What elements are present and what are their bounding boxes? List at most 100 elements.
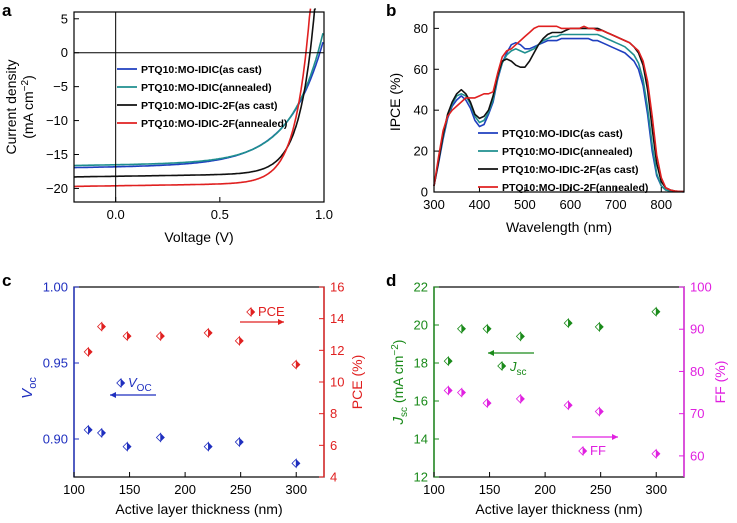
panel-d-ff-point-7-left-half: [656, 449, 661, 458]
panel-b-ytick-label: 20: [414, 144, 428, 159]
panel-c-voc-point-5-right-half: [203, 441, 209, 452]
panel-c-voc-point-2-right-half: [97, 427, 103, 439]
panel-d-jsc-point-3-left-half: [487, 324, 492, 333]
panel-a-ytick-label: 0: [61, 45, 68, 60]
panel-d-ff-point-5-right-half: [563, 400, 569, 411]
panel-b-ytick-label: 0: [421, 185, 428, 200]
panel-d-ytick-left-label: 22: [414, 280, 428, 295]
panel-c-ytick-left-label: 1.00: [43, 280, 68, 295]
panel-d-xlabel: Active layer thickness (nm): [475, 501, 642, 517]
panel-d-jsc-annotation: Jsc: [488, 350, 534, 378]
panel-d-ytick-right-label: 100: [690, 280, 712, 295]
panel-d-ff-legend-marker-left-half: [583, 446, 588, 456]
panel-b-xtick-label: 400: [469, 197, 491, 212]
panel-c-pce-point-7-right-half: [291, 359, 297, 370]
panel-b-xtick-label: 600: [560, 197, 582, 212]
panel-d-jsc-point-5-right-half: [563, 317, 569, 329]
panel-a-ylabel-line1: Current density: [3, 60, 19, 155]
panel-d-ff-point-3-right-half: [482, 397, 488, 409]
panel-c-pce-point-3-left-half: [127, 331, 132, 341]
panel-c-ytick-right-label: 4: [330, 470, 337, 485]
panel-b-series-1: [433, 37, 685, 193]
panel-c-xtick-label: 100: [63, 482, 85, 497]
panel-d-ff-arrowhead: [612, 434, 618, 440]
panel-c-ytick-left-label: 0.95: [43, 356, 68, 371]
panel-c-voc-point-2-left-half: [101, 428, 106, 438]
panel-d-ytick-right-label: 60: [690, 448, 704, 463]
panel-d-jsc-label: Jsc: [509, 359, 527, 378]
panel-c-voc-point-5-left-half: [208, 442, 213, 451]
panel-b-legend-label-4: PTQ10:MO-IDIC-2F(annealed): [502, 182, 648, 194]
panel-c-voc-label: VOC: [128, 375, 152, 394]
panel-d-ff-point-3-left-half: [487, 398, 492, 408]
panel-d-jsc-point-4-right-half: [515, 331, 522, 342]
panel-d-ytick-right-label: 70: [690, 406, 704, 421]
panel-label-b: b: [386, 1, 396, 20]
panel-d-ytick-left-label: 16: [414, 394, 428, 409]
panel-d-jsc-point-1-right-half: [443, 355, 449, 367]
panel-d-jsc-legend-marker-left-half: [502, 361, 507, 371]
panel-c-pce-point-5-left-half: [208, 328, 213, 338]
panel-b-ytick-label: 40: [414, 103, 428, 118]
panel-c-voc-legend-marker-left-half: [121, 378, 126, 388]
panel-d-ff-point-4-left-half: [520, 394, 525, 404]
panel-a-ytick-label: 5: [61, 11, 68, 26]
panel-d-ff-label: FF: [590, 443, 606, 458]
panel-c-pce-point-3-right-half: [122, 330, 128, 342]
panel-b-xtick-label: 300: [423, 197, 445, 212]
panel-a-ytick-label: −20: [46, 181, 68, 196]
panel-c-voc-legend-marker-right-half: [116, 377, 122, 389]
panel-c-xtick-label: 300: [285, 482, 307, 497]
panel-d-ytick-left-label: 20: [414, 318, 428, 333]
panel-c-pce-legend-marker-left-half: [251, 307, 256, 317]
panel-b-xlabel: Wavelength (nm): [506, 219, 612, 235]
panel-d-ff-legend-marker-right-half: [578, 445, 584, 457]
panel-d-jsc-point-7-right-half: [651, 306, 657, 317]
panel-a-legend-label-3: PTQ10:MO-IDIC-2F(as cast): [141, 100, 278, 112]
panel-c-xtick-label: 150: [119, 482, 141, 497]
panel-d-jsc-point-2-left-half: [461, 324, 466, 333]
panel-a-ytick-label: −10: [46, 113, 68, 128]
panel-a-jv-curves: 0.0 0.5 1.0 5 0 −5 −10 −15 −20 Voltage (V) Curre…: [3, 7, 333, 245]
panel-c-ytick-left-label: 0.90: [43, 432, 68, 447]
panel-c-frame: [73, 286, 325, 478]
panel-d-ff-point-4-right-half: [515, 393, 522, 405]
panel-b-series-4: [433, 25, 685, 193]
panel-b-legend-label-3: PTQ10:MO-IDIC-2F(as cast): [502, 164, 639, 176]
panel-label-a: a: [2, 1, 12, 20]
panel-d-ylabel-left: Jsc (mA cm−2): [390, 340, 410, 426]
panel-c-pce-point-7-left-half: [296, 360, 301, 369]
panel-d-jsc-point-5-left-half: [568, 318, 573, 328]
panel-b-legend-label-2: PTQ10:MO-IDIC(annealed): [502, 146, 633, 158]
panel-c-ylabel-right: PCE (%): [349, 355, 365, 409]
panel-a-ytick-label: −5: [53, 79, 68, 94]
panel-label-d: d: [386, 271, 396, 290]
panel-c-pce-annotation: PCE: [240, 304, 285, 325]
panel-a-xtick-label: 0.0: [107, 207, 125, 222]
panel-c-ytick-right-label: 8: [330, 406, 337, 421]
panel-d-jsc-point-7-left-half: [656, 307, 661, 316]
panel-a-ylabel-line2: (mA cm−2): [20, 75, 36, 139]
panel-d-ytick-right-label: 80: [690, 364, 704, 379]
panel-d-jsc-ff: 100 150 200 250 300 12 14 16 18 20 22 60 70 80 90 100 A…: [390, 280, 728, 518]
panel-c-ytick-right-label: 10: [330, 375, 344, 390]
panel-c-voc-arrowhead: [110, 392, 116, 398]
panel-c-xtick-label: 250: [230, 482, 252, 497]
panel-c-xtick-label: 200: [174, 482, 196, 497]
panel-d-frame: [433, 286, 685, 478]
panel-c-pce-point-4-right-half: [155, 330, 162, 342]
panel-c-voc-point-3-right-half: [122, 441, 128, 452]
panel-a-legend-label-4: PTQ10:MO-IDIC-2F(annealed): [141, 118, 287, 130]
panel-d-ff-point-6-left-half: [599, 407, 604, 416]
panel-c-pce-point-5-right-half: [203, 327, 209, 339]
panel-c-voc-point-1-right-half: [83, 424, 89, 436]
panel-d-jsc-point-2-right-half: [457, 323, 463, 334]
panel-c-pce-point-2-right-half: [97, 321, 103, 332]
panel-c-ytick-right-label: 6: [330, 438, 337, 453]
panel-d-ff-point-5-left-half: [568, 401, 573, 410]
panel-d-ff-point-1-left-half: [448, 386, 453, 395]
panel-d-ytick-right-label: 90: [690, 322, 704, 337]
panel-d-ff-point-6-right-half: [594, 406, 600, 417]
panel-b-frame: [433, 11, 685, 193]
panel-c-pce-point-1-right-half: [83, 346, 89, 358]
